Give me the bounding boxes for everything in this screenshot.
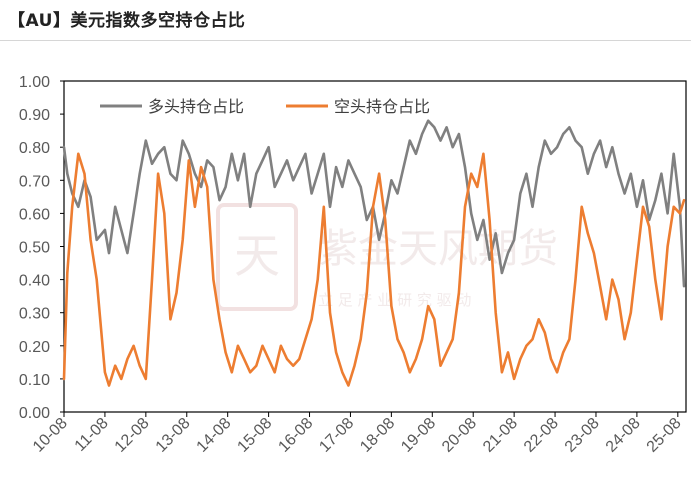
watermark-brand: 紫金天风期货 bbox=[318, 226, 558, 272]
x-tick-label: 21-08 bbox=[480, 415, 521, 456]
x-tick-label: 17-08 bbox=[316, 415, 357, 456]
y-tick-label: 0.60 bbox=[19, 206, 50, 223]
x-tick-label: 25-08 bbox=[644, 415, 685, 456]
x-tick-label: 16-08 bbox=[275, 415, 316, 456]
watermark-seal-char: 天 bbox=[234, 229, 280, 283]
legend-label-1: 空头持仓占比 bbox=[334, 97, 430, 116]
watermark: 天 紫金天风期货 立 足 产 业 研 究 驱 动 bbox=[216, 203, 558, 311]
y-tick-label: 1.00 bbox=[19, 74, 50, 91]
x-tick-label: 22-08 bbox=[521, 415, 562, 456]
x-tick-label: 18-08 bbox=[357, 415, 398, 456]
x-tick-label: 24-08 bbox=[603, 415, 644, 456]
y-tick-label: 0.40 bbox=[19, 273, 50, 290]
x-tick-label: 14-08 bbox=[194, 415, 235, 456]
watermark-subtitle: 立 足 产 业 研 究 驱 动 bbox=[318, 291, 471, 309]
legend-label-0: 多头持仓占比 bbox=[148, 97, 244, 116]
y-tick-label: 0.30 bbox=[19, 306, 50, 323]
x-tick-label: 19-08 bbox=[398, 415, 439, 456]
x-tick-label: 11-08 bbox=[72, 415, 112, 455]
y-tick-label: 0.90 bbox=[19, 107, 50, 124]
legend: 多头持仓占比 空头持仓占比 bbox=[100, 97, 430, 116]
series-line-1 bbox=[62, 152, 686, 387]
y-tick-label: 0.50 bbox=[19, 240, 50, 257]
x-tick-label: 13-08 bbox=[153, 415, 194, 456]
y-tick-label: 0.70 bbox=[19, 173, 50, 190]
y-tick-label: 0.80 bbox=[19, 140, 50, 157]
series-layer bbox=[62, 119, 686, 387]
watermark-seal bbox=[216, 203, 298, 311]
title-divider bbox=[0, 40, 691, 41]
x-tick-label: 20-08 bbox=[439, 415, 480, 456]
y-tick-label: 0.20 bbox=[19, 339, 50, 356]
y-tick-label: 0.10 bbox=[19, 372, 50, 389]
chart-title: 【AU】美元指数多空持仓占比 bbox=[8, 11, 246, 31]
x-tick-label: 23-08 bbox=[562, 415, 603, 456]
y-tick-label: 0.00 bbox=[19, 405, 50, 422]
x-tick-label: 15-08 bbox=[234, 415, 275, 456]
x-tick-label: 12-08 bbox=[112, 415, 153, 456]
